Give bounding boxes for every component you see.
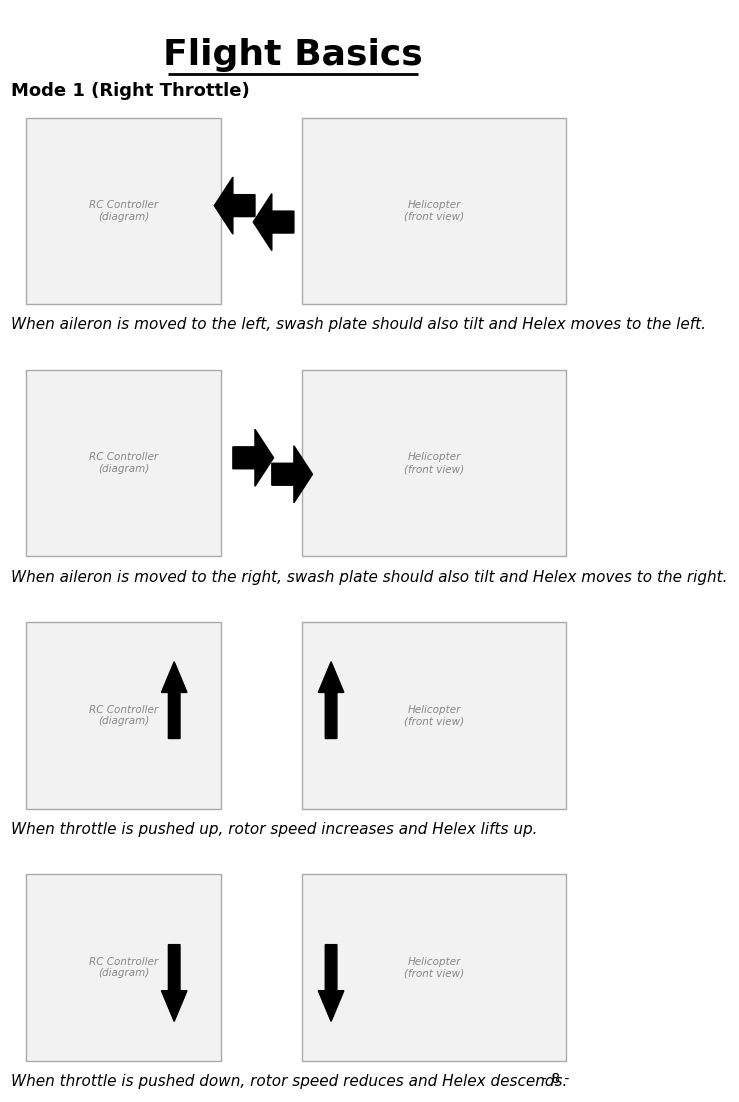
- Text: When aileron is moved to the left, swash plate should also tilt and Helex moves : When aileron is moved to the left, swash…: [12, 317, 706, 333]
- Text: RC Controller
(diagram): RC Controller (diagram): [89, 704, 158, 726]
- Text: When throttle is pushed down, rotor speed reduces and Helex descends.: When throttle is pushed down, rotor spee…: [12, 1074, 568, 1089]
- Text: When throttle is pushed up, rotor speed increases and Helex lifts up.: When throttle is pushed up, rotor speed …: [12, 822, 538, 836]
- Polygon shape: [319, 661, 344, 738]
- Polygon shape: [233, 430, 273, 486]
- Text: Helicopter
(front view): Helicopter (front view): [404, 453, 464, 474]
- FancyBboxPatch shape: [302, 370, 566, 557]
- FancyBboxPatch shape: [302, 118, 566, 304]
- Polygon shape: [253, 194, 294, 250]
- FancyBboxPatch shape: [26, 623, 221, 809]
- Polygon shape: [319, 944, 344, 1022]
- Text: Helicopter
(front view): Helicopter (front view): [404, 201, 464, 222]
- Polygon shape: [214, 177, 255, 234]
- FancyBboxPatch shape: [26, 118, 221, 304]
- FancyBboxPatch shape: [302, 875, 566, 1061]
- FancyBboxPatch shape: [302, 623, 566, 809]
- Text: RC Controller
(diagram): RC Controller (diagram): [89, 957, 158, 979]
- Text: Helicopter
(front view): Helicopter (front view): [404, 957, 464, 979]
- FancyBboxPatch shape: [26, 370, 221, 557]
- Text: Mode 1 (Right Throttle): Mode 1 (Right Throttle): [12, 82, 251, 99]
- Text: Helicopter
(front view): Helicopter (front view): [404, 704, 464, 726]
- Polygon shape: [161, 944, 187, 1022]
- Polygon shape: [161, 661, 187, 738]
- Text: RC Controller
(diagram): RC Controller (diagram): [89, 201, 158, 222]
- Text: RC Controller
(diagram): RC Controller (diagram): [89, 453, 158, 474]
- Text: When aileron is moved to the right, swash plate should also tilt and Helex moves: When aileron is moved to the right, swas…: [12, 570, 728, 585]
- FancyBboxPatch shape: [26, 875, 221, 1061]
- Text: Flight Basics: Flight Basics: [163, 37, 423, 72]
- Polygon shape: [272, 445, 313, 503]
- Text: - 8 -: - 8 -: [542, 1072, 569, 1087]
